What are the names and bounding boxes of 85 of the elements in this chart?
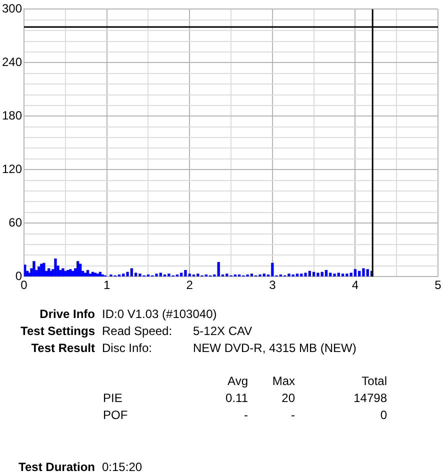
bar <box>288 274 290 276</box>
bar <box>138 274 142 276</box>
y-tick-label: 240 <box>2 54 22 69</box>
x-tick-label: 1 <box>103 278 110 292</box>
text: 14798 <box>354 391 387 405</box>
bar <box>320 272 324 276</box>
bar <box>78 264 82 276</box>
x-tick-label: 5 <box>434 278 442 292</box>
text: PIE <box>103 391 122 405</box>
bar <box>362 268 365 276</box>
bar <box>250 274 254 276</box>
x-tick-label: 3 <box>269 278 276 292</box>
bar <box>98 272 102 276</box>
bar <box>184 270 187 276</box>
bar <box>155 274 158 276</box>
y-tick-label: 60 <box>8 215 22 230</box>
text: Drive Info <box>40 307 95 321</box>
bar <box>180 272 183 276</box>
bar <box>96 274 100 276</box>
bar <box>32 261 36 276</box>
text: ID:0 V1.03 (#103040) <box>102 307 217 321</box>
text: Avg <box>228 374 248 388</box>
y-tick-label: 300 <box>2 2 22 16</box>
y-tick-label: 120 <box>2 162 22 176</box>
bar <box>196 274 200 276</box>
bar <box>48 268 50 276</box>
bar <box>350 272 352 276</box>
text: Disc Info: <box>102 341 152 355</box>
bar <box>354 269 357 276</box>
bar <box>333 274 336 276</box>
bar <box>84 272 87 276</box>
bar <box>54 258 57 276</box>
bar <box>316 272 320 276</box>
bar <box>329 272 332 276</box>
text: NEW DVD-R, 4315 MB (NEW) <box>193 341 356 355</box>
bar <box>91 272 94 276</box>
text: Test Result <box>31 341 95 355</box>
bar <box>122 274 125 276</box>
text: 20 <box>282 391 295 405</box>
bar <box>312 272 316 276</box>
y-tick-label: 180 <box>2 108 22 122</box>
bar <box>217 262 220 276</box>
bar <box>62 268 64 276</box>
bar <box>76 261 80 276</box>
bar <box>38 266 40 276</box>
text: - <box>291 408 295 422</box>
bar <box>337 272 340 276</box>
bar <box>188 274 191 276</box>
bar <box>42 262 46 276</box>
text: Read Speed: <box>102 324 172 338</box>
bar <box>358 270 361 276</box>
bar <box>159 272 162 276</box>
text: Total <box>362 374 387 388</box>
bar <box>130 268 133 276</box>
bar <box>271 262 274 276</box>
x-tick-label: 2 <box>186 278 194 292</box>
text: 5-12X CAV <box>193 324 252 338</box>
bar <box>346 274 348 276</box>
bar <box>300 274 303 276</box>
bar <box>304 272 307 276</box>
text: Test Settings <box>20 324 95 338</box>
text: POF <box>103 408 128 422</box>
bar <box>296 274 299 276</box>
bar <box>126 272 129 276</box>
bar <box>366 269 369 276</box>
text: 0.11 <box>226 391 248 405</box>
bar <box>64 270 67 276</box>
bar <box>86 270 90 276</box>
bar <box>308 270 311 276</box>
text: 0:15:20 <box>102 460 142 474</box>
bar <box>262 274 266 276</box>
text: 0 <box>380 408 387 422</box>
bar <box>66 270 70 276</box>
text: Test Duration <box>18 460 95 474</box>
bar <box>226 274 228 276</box>
bar <box>94 272 97 276</box>
text: - <box>244 408 248 422</box>
bar <box>72 270 74 276</box>
text: Max <box>272 374 295 388</box>
x-tick-label: 4 <box>352 278 359 292</box>
bar <box>341 274 344 276</box>
y-tick-label: 0 <box>15 268 22 283</box>
bar <box>324 270 328 276</box>
bar <box>88 274 92 276</box>
bar <box>168 274 170 276</box>
